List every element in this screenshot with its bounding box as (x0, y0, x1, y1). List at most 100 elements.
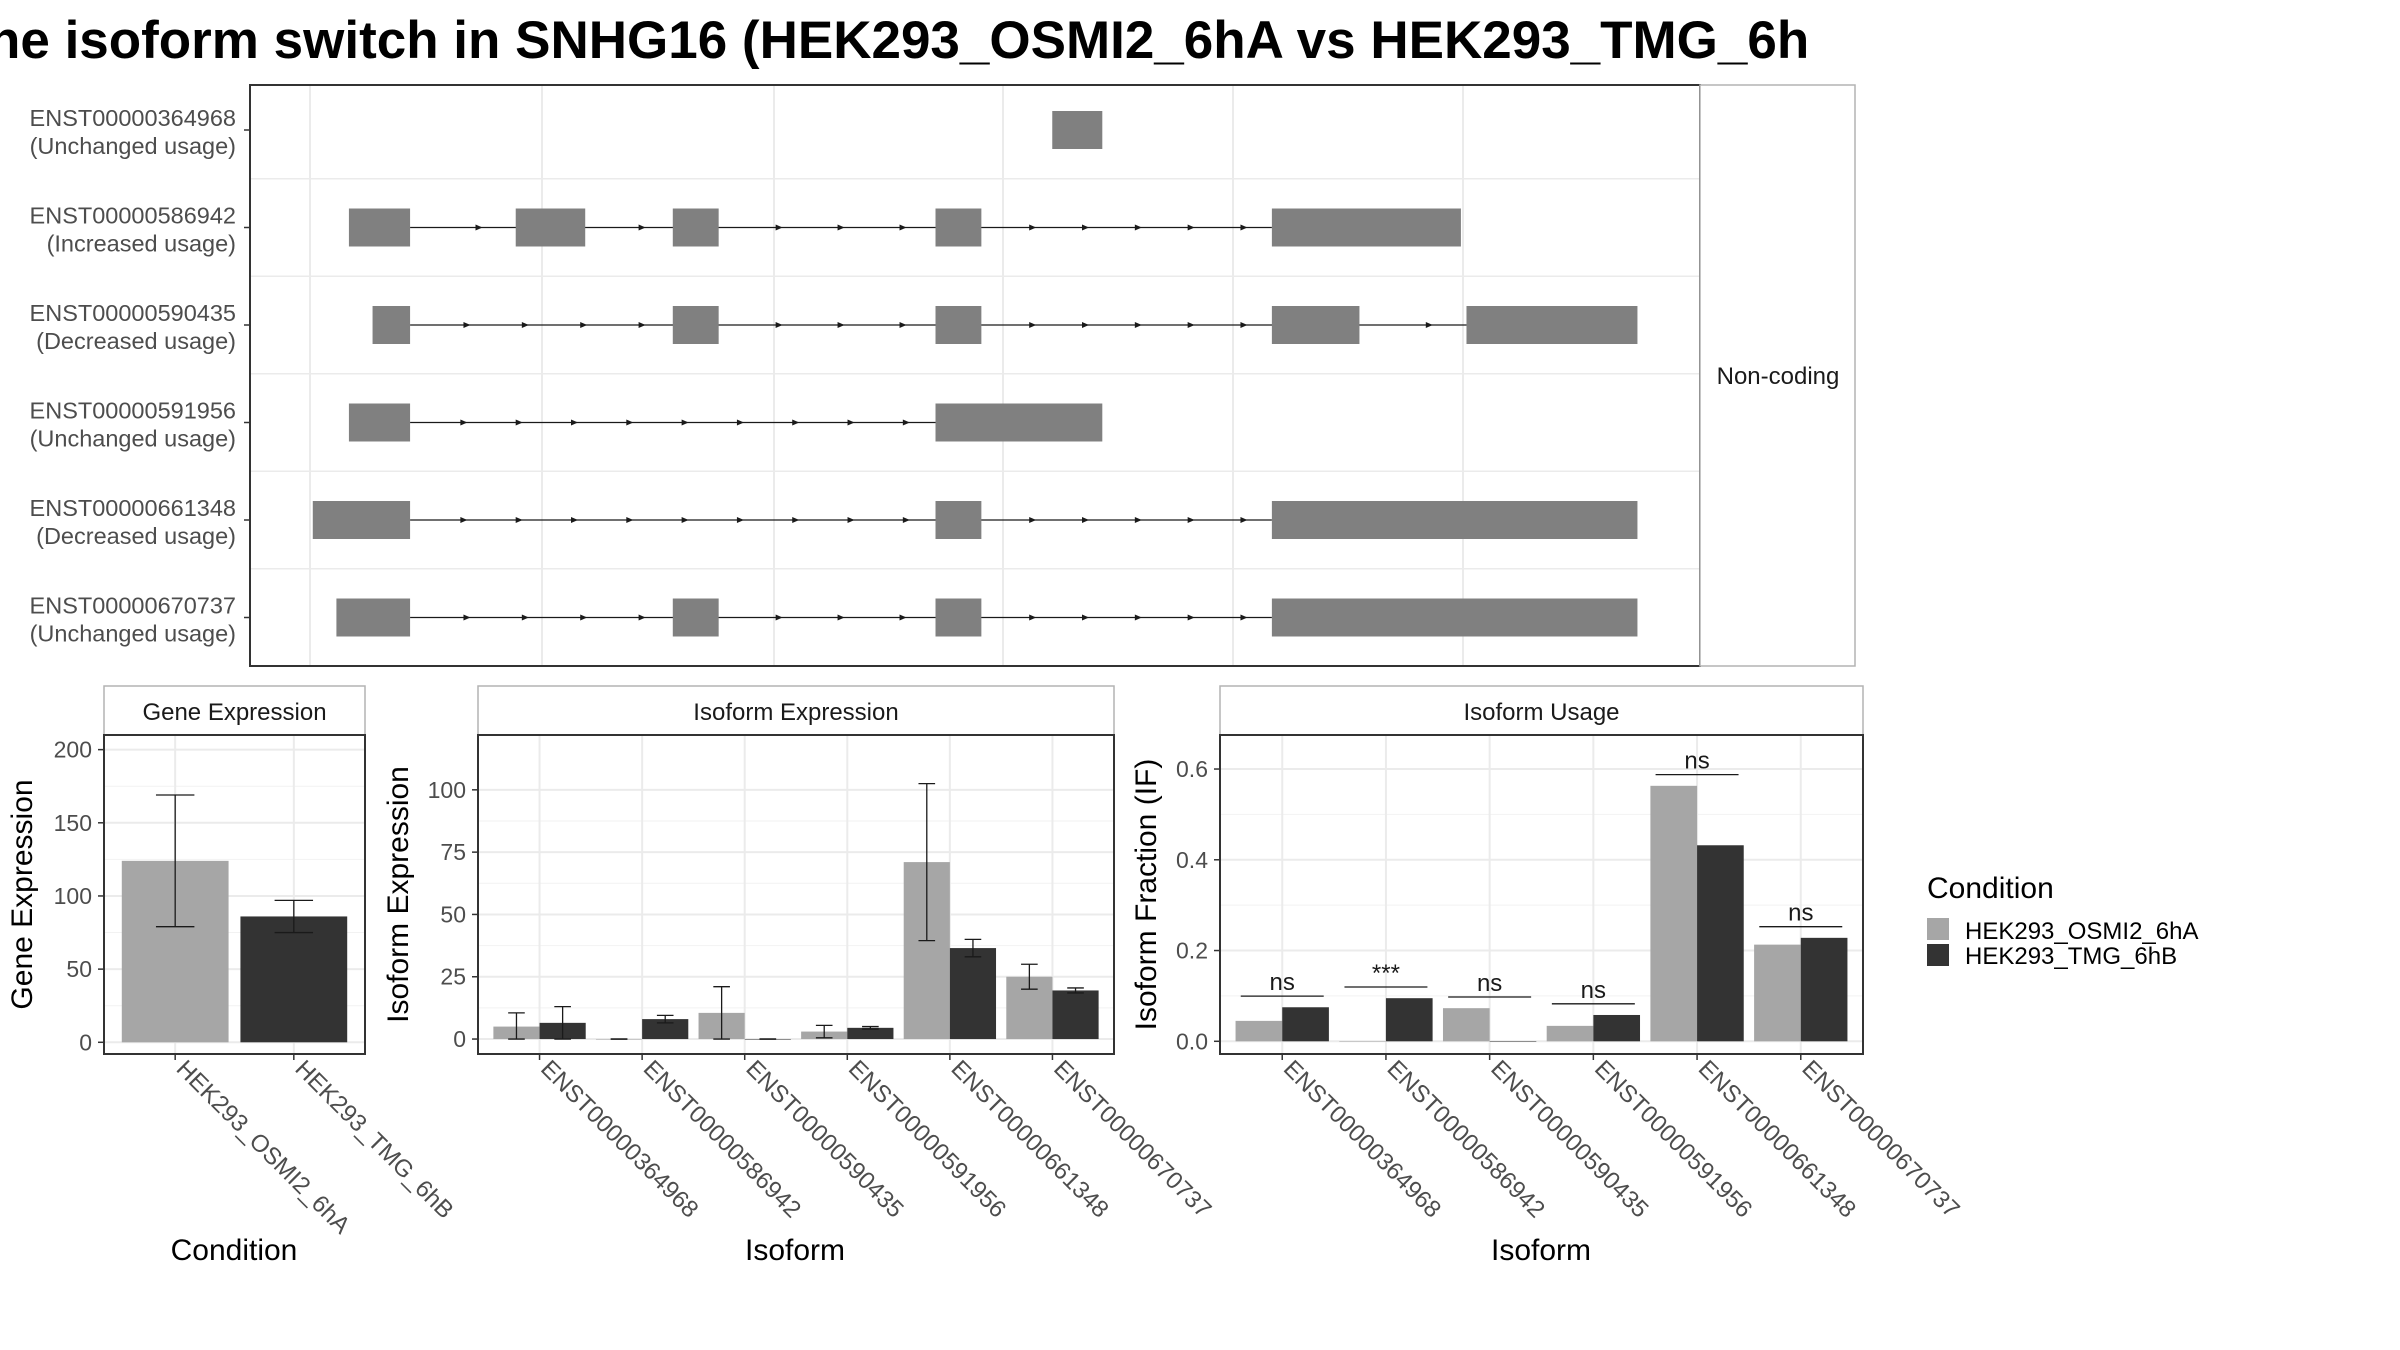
intron-arrow (475, 224, 483, 231)
error-bar (508, 1012, 525, 1040)
condition-legend: Condition HEK293_OSMI2_6hA HEK293_TMG_6h… (1927, 872, 2198, 970)
error-bar (1067, 987, 1084, 994)
facet-label: Non-coding (1717, 363, 1840, 390)
intron-arrow (638, 322, 646, 328)
intron-arrow (1029, 517, 1037, 523)
transcript-usage-label: (Unchanged usage) (30, 426, 236, 452)
legend-swatch-a (1927, 918, 1949, 940)
bar (1052, 990, 1099, 1040)
y-axis-title: Isoform Fraction (IF) (1130, 759, 1163, 1031)
y-tick-label: 50 (440, 901, 466, 927)
chart-strip (103, 685, 366, 736)
intron-arrow (1240, 322, 1248, 328)
bar (1650, 785, 1698, 1042)
intron-arrow (1187, 517, 1195, 523)
chart-strip (1219, 685, 1864, 736)
bar-series-condition-a (121, 794, 348, 1043)
intron-arrow (1134, 517, 1142, 523)
exon-block (348, 403, 411, 442)
intron-arrow (1134, 614, 1142, 621)
error-bar (1021, 963, 1038, 990)
intron-arrow (837, 224, 845, 231)
intron-arrow (521, 614, 529, 621)
figure-title: ne isoform switch in SNHG16 (HEK293_OSMI… (0, 11, 1809, 70)
bar-series-condition-b (1282, 845, 1848, 1042)
legend-swatch-b (1927, 944, 1949, 966)
chart-panel-border (477, 734, 1115, 1055)
transcript-usage-label: (Decreased usage) (36, 328, 236, 354)
bar (1385, 998, 1433, 1042)
intron-arrow (580, 322, 588, 328)
intron-arrow (792, 419, 800, 426)
intron-arrow (626, 419, 634, 426)
intron-arrow (775, 224, 783, 231)
transcript-id-label: ENST00000364968 (30, 105, 236, 131)
intron-arrow (460, 517, 468, 523)
intron-arrow (902, 419, 910, 426)
intron-arrow (681, 517, 689, 523)
exon-block (935, 208, 982, 247)
intron-arrow (899, 614, 907, 621)
intron-arrow (775, 322, 783, 328)
exon-block (672, 208, 719, 247)
exon-block (372, 306, 411, 344)
exon-block (515, 208, 586, 247)
intron-arrow (515, 419, 523, 426)
significance-label: *** (1372, 960, 1400, 987)
intron-arrow (638, 224, 646, 231)
transcript-usage-label: (Increased usage) (47, 231, 236, 257)
transcript-track-enst00000590435 (372, 306, 1638, 344)
exon-block (312, 501, 411, 539)
bar (240, 916, 348, 1043)
y-tick-label: 200 (54, 737, 92, 763)
bar (1800, 937, 1848, 1042)
intron-arrow (638, 614, 646, 621)
exon-block (935, 403, 1103, 442)
bar (1754, 944, 1801, 1042)
exon-block (935, 598, 982, 637)
chart-title: Gene Expression (142, 699, 326, 726)
exon-block (935, 501, 982, 539)
error-bar (964, 938, 982, 958)
y-axis-title: Isoform Expression (382, 766, 415, 1023)
intron-arrow (681, 419, 689, 426)
transcript-track-enst00000364968 (1052, 111, 1103, 149)
intron-arrow (1425, 322, 1433, 328)
exon-block (672, 306, 719, 344)
chart-title: Isoform Usage (1463, 699, 1619, 726)
bar-series-condition-b (539, 938, 1099, 1040)
intron-arrow (837, 322, 845, 328)
error-bar (155, 794, 195, 928)
bar (1282, 1007, 1329, 1042)
error-bar (274, 899, 314, 934)
intron-arrow (847, 419, 855, 426)
structure-panel-background (250, 85, 1700, 666)
intron-arrow (626, 517, 634, 523)
transcript-usage-label: (Unchanged usage) (30, 621, 236, 647)
intron-arrow (1082, 614, 1090, 621)
bar (642, 1019, 689, 1040)
intron-arrow (899, 322, 907, 328)
intron-arrow (1187, 614, 1195, 621)
bar (949, 948, 997, 1040)
chart-title: Isoform Expression (693, 699, 898, 726)
intron-arrow (521, 322, 529, 328)
chart-panel-border (103, 734, 366, 1055)
error-bar (862, 1025, 879, 1030)
exon-block (336, 598, 411, 637)
significance-label: ns (1684, 748, 1709, 775)
bar (1697, 845, 1744, 1042)
isoform-expression-chart: Isoform Expression0255075100ENST00000364… (382, 685, 1216, 1267)
intron-arrow (1029, 614, 1037, 621)
bar (1546, 1025, 1594, 1042)
y-tick-label: 100 (54, 883, 92, 909)
bar (1442, 1008, 1490, 1042)
chart-panel-border (1219, 734, 1864, 1055)
legend-title: Condition (1927, 872, 2054, 905)
y-tick-label: 0.2 (1176, 938, 1208, 964)
intron-arrow (460, 419, 468, 426)
bar-series-condition-a (493, 782, 1053, 1040)
exon-block (1271, 306, 1360, 344)
y-tick-label: 100 (428, 777, 466, 803)
exon-block (1271, 501, 1638, 539)
